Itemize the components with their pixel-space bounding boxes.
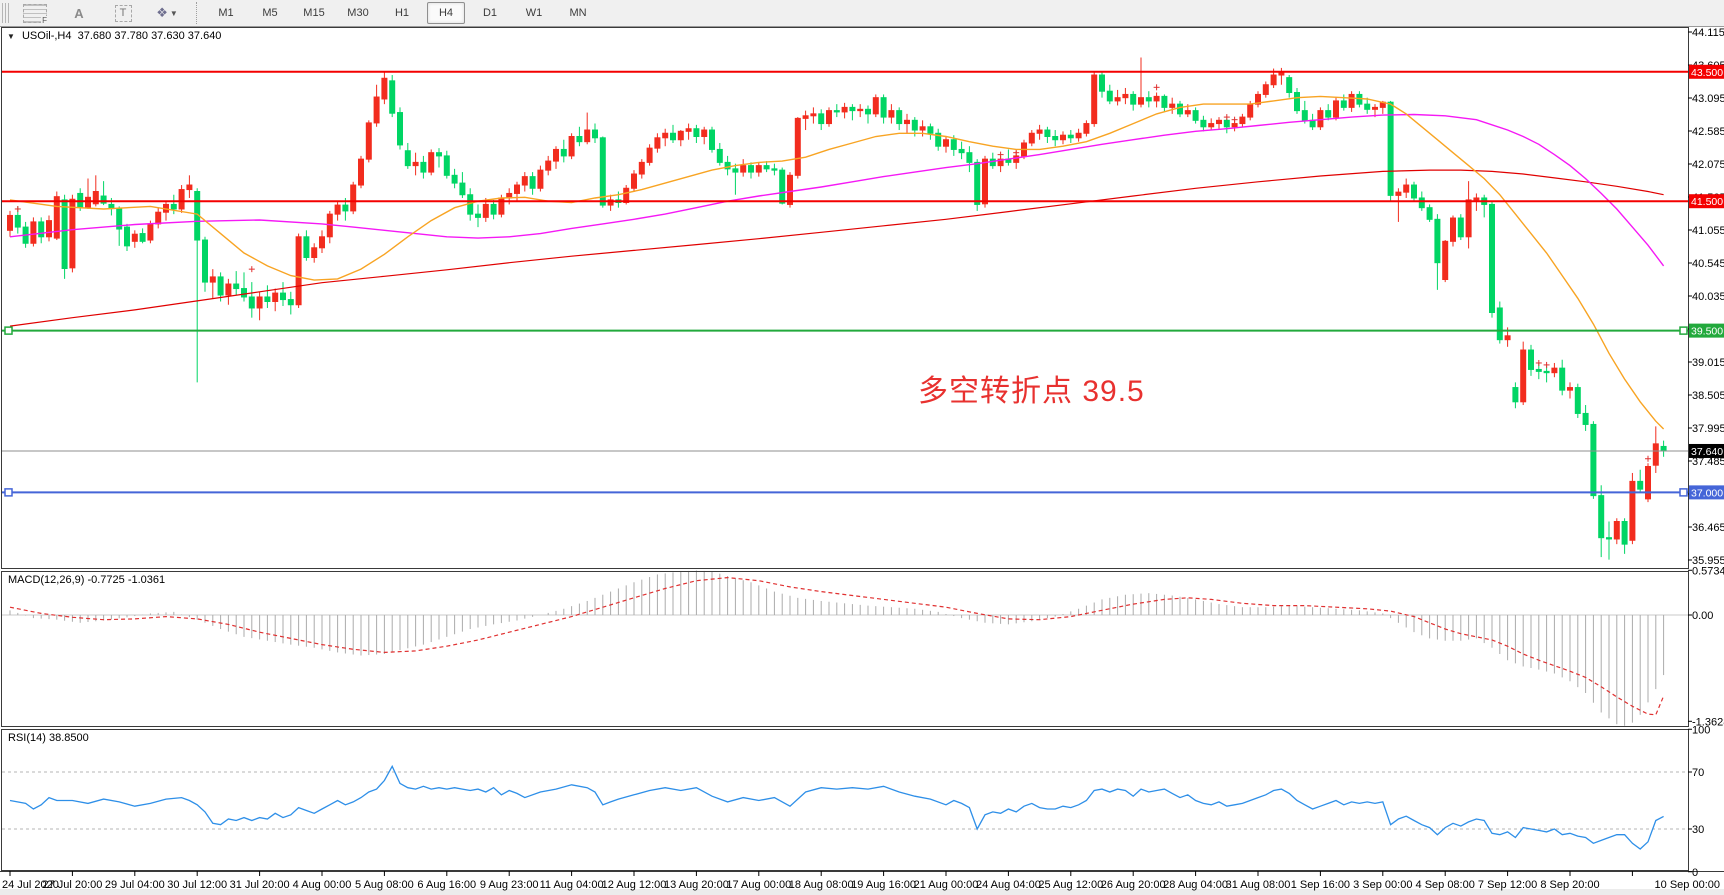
svg-text:44.115: 44.115 — [1692, 27, 1724, 39]
macd-indicator-label: MACD(12,26,9) -0.7725 -1.0361 — [8, 574, 166, 586]
title-close: 37.640 — [187, 30, 222, 42]
svg-text:31 Jul 20:00: 31 Jul 20:00 — [230, 879, 290, 891]
pane-frames — [0, 27, 1724, 872]
svg-text:36.465: 36.465 — [1692, 522, 1724, 534]
svg-text:100: 100 — [1692, 724, 1710, 736]
svg-text:11 Aug 04:00: 11 Aug 04:00 — [540, 879, 604, 891]
timeframe-button-d1[interactable]: D1 — [482, 7, 498, 19]
svg-text:17 Aug 00:00: 17 Aug 00:00 — [726, 879, 791, 891]
cursor-tool-button[interactable]: A — [60, 2, 98, 24]
indicators-button[interactable]: ❖ ▼ — [148, 2, 186, 24]
indicators-icon: ❖ — [156, 5, 168, 20]
svg-text:40.545: 40.545 — [1692, 258, 1724, 270]
arrow-cursor-icon: A — [74, 5, 84, 21]
moving-averages — [9, 95, 1665, 430]
hline-handle[interactable] — [1679, 326, 1688, 335]
price-badges: 43.500 41.500 39.500 37.000 37.640 — [1689, 64, 1724, 500]
svg-text:19 Aug 16:00: 19 Aug 16:00 — [851, 879, 916, 891]
rsi-indicator-label: RSI(14) 38.8500 — [8, 732, 89, 744]
chart-title: ▼ USOil-,H4 37.680 37.780 37.630 37.640 — [7, 30, 222, 42]
candles-layer — [7, 57, 1667, 560]
timeframe-button-h4[interactable]: H4 — [427, 2, 465, 24]
svg-text:29 Jul 04:00: 29 Jul 04:00 — [105, 879, 165, 891]
svg-text:6 Aug 16:00: 6 Aug 16:00 — [417, 879, 476, 891]
svg-text:3 Sep 00:00: 3 Sep 00:00 — [1353, 879, 1412, 891]
svg-text:10 Sep 00:00: 10 Sep 00:00 — [1655, 879, 1720, 891]
svg-text:37.485: 37.485 — [1692, 456, 1724, 468]
title-high: 37.780 — [114, 30, 148, 42]
chart-toolbar: F A T ❖ ▼ M1 M5 M15 M30 H1 H4 D1 W1 MN — [0, 0, 1724, 27]
chart-canvas[interactable]: 44.11543.60543.09542.58542.07541.56541.0… — [0, 27, 1724, 895]
svg-text:38.505: 38.505 — [1692, 390, 1724, 402]
svg-text:24 Jul 2020: 24 Jul 2020 — [2, 879, 59, 891]
svg-text:41.055: 41.055 — [1692, 225, 1724, 237]
hline-handle[interactable] — [1679, 488, 1688, 497]
title-low: 37.630 — [151, 30, 185, 42]
svg-text:26 Aug 20:00: 26 Aug 20:00 — [1101, 879, 1166, 891]
svg-text:39.015: 39.015 — [1692, 357, 1724, 369]
svg-text:43.095: 43.095 — [1692, 93, 1724, 105]
macd-pane — [2, 570, 1688, 726]
axis-badge: 37.640 — [1691, 446, 1723, 458]
axis-badge: 41.500 — [1691, 196, 1723, 208]
svg-text:40.035: 40.035 — [1692, 291, 1724, 303]
grid-forecast-button[interactable]: F — [16, 2, 54, 25]
timeframe-button-w1[interactable]: W1 — [525, 7, 543, 19]
svg-text:42.585: 42.585 — [1692, 126, 1724, 138]
svg-text:27 Jul 20:00: 27 Jul 20:00 — [42, 879, 102, 891]
svg-text:70: 70 — [1692, 767, 1704, 779]
svg-text:28 Aug 04:00: 28 Aug 04:00 — [1163, 879, 1228, 891]
svg-text:31 Aug 08:00: 31 Aug 08:00 — [1226, 879, 1291, 891]
timeframe-button-m5[interactable]: M5 — [262, 7, 278, 19]
toolbar-drag-handle[interactable] — [2, 3, 9, 23]
svg-text:1 Sep 16:00: 1 Sep 16:00 — [1291, 879, 1350, 891]
doji-markers — [14, 84, 1651, 462]
toolbar-separator — [196, 2, 197, 24]
horizontal-lines — [2, 70, 1688, 497]
svg-text:5 Aug 08:00: 5 Aug 08:00 — [355, 879, 414, 891]
svg-text:4 Aug 00:00: 4 Aug 00:00 — [293, 879, 352, 891]
grid-icon: F — [23, 3, 47, 25]
axis-badge: 43.500 — [1691, 67, 1723, 79]
title-open: 37.680 — [77, 30, 112, 42]
svg-text:0: 0 — [1692, 867, 1698, 879]
svg-text:7 Sep 12:00: 7 Sep 12:00 — [1478, 879, 1537, 891]
text-tool-icon: T — [114, 4, 132, 22]
svg-text:4 Sep 08:00: 4 Sep 08:00 — [1416, 879, 1475, 891]
svg-text:21 Aug 00:00: 21 Aug 00:00 — [914, 879, 979, 891]
svg-text:30: 30 — [1692, 824, 1704, 836]
svg-text:18 Aug 08:00: 18 Aug 08:00 — [789, 879, 854, 891]
collapse-triangle-icon: ▼ — [7, 32, 15, 41]
svg-text:25 Aug 12:00: 25 Aug 12:00 — [1038, 879, 1103, 891]
annotation-text: 多空转折点 39.5 — [918, 375, 1145, 408]
timeframe-button-mn[interactable]: MN — [569, 7, 587, 19]
svg-text:0.00: 0.00 — [1692, 610, 1713, 622]
svg-text:30 Jul 12:00: 30 Jul 12:00 — [167, 879, 227, 891]
axis-badge: 37.000 — [1691, 487, 1723, 499]
hline-handle[interactable] — [4, 488, 13, 497]
svg-text:0.5734: 0.5734 — [1692, 565, 1724, 577]
axis-badge: 39.500 — [1691, 326, 1723, 338]
svg-text:12 Aug 12:00: 12 Aug 12:00 — [602, 879, 667, 891]
svg-text:13 Aug 20:00: 13 Aug 20:00 — [664, 879, 729, 891]
svg-text:35.955: 35.955 — [1692, 555, 1724, 567]
svg-text:42.075: 42.075 — [1692, 159, 1724, 171]
timeframe-button-m1[interactable]: M1 — [218, 7, 234, 19]
chevron-down-icon: ▼ — [169, 8, 178, 18]
timeframe-button-m15[interactable]: M15 — [303, 7, 325, 19]
rsi-pane — [2, 764, 1688, 850]
svg-text:-1.3628: -1.3628 — [1692, 716, 1724, 728]
hline-handle[interactable] — [4, 326, 13, 335]
svg-text:9 Aug 23:00: 9 Aug 23:00 — [480, 879, 539, 891]
timeframe-button-m30[interactable]: M30 — [347, 7, 369, 19]
svg-text:8 Sep 20:00: 8 Sep 20:00 — [1540, 879, 1599, 891]
timeframe-button-h1[interactable]: H1 — [394, 7, 410, 19]
timeframe-button-group: M1 M5 M15 M30 H1 H4 D1 W1 MN — [204, 2, 600, 24]
text-tool-button[interactable]: T — [104, 2, 142, 24]
svg-text:37.995: 37.995 — [1692, 423, 1724, 435]
svg-text:24 Aug 04:00: 24 Aug 04:00 — [976, 879, 1041, 891]
